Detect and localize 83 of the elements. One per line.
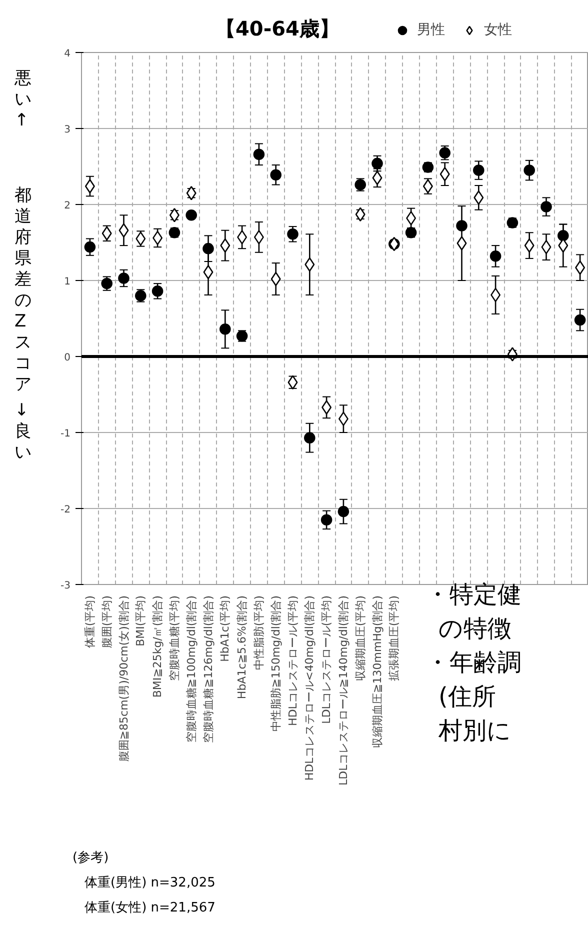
point [84, 179, 95, 194]
text: ↓良い [14, 400, 32, 462]
point [84, 241, 96, 253]
point [355, 207, 366, 222]
point [186, 186, 196, 200]
x-tick-label: 中性脂肪≧150mg/dl(割合) [269, 595, 282, 732]
point [322, 400, 332, 415]
point [558, 238, 568, 253]
point [220, 238, 230, 253]
point [456, 236, 467, 250]
y-tick-label: -2 [60, 504, 71, 516]
point [118, 223, 129, 238]
x-tick-label: 収縮期血圧≧130mmHg(割合) [370, 595, 384, 748]
point [254, 230, 264, 244]
x-tick-label: 中性脂肪(平均) [252, 595, 266, 670]
x-tick-label: LDLコレステロール(平均) [320, 596, 334, 724]
annotation: ・特定健 [426, 580, 522, 608]
point [169, 208, 180, 222]
text: 村別に [438, 716, 512, 744]
point [524, 164, 535, 176]
point [304, 432, 316, 444]
y-tick-label: -1 [60, 428, 71, 440]
text: 都道府県差のZスコア [14, 186, 32, 394]
point [575, 260, 586, 275]
point [540, 201, 552, 212]
point [186, 210, 197, 221]
y-tick-label: 4 [64, 48, 71, 60]
point [558, 230, 569, 242]
x-tick-label: 腹囲(平均) [100, 595, 114, 648]
text: 悪い↑ [14, 68, 32, 130]
point [220, 324, 231, 335]
x-tick-label: HDLコレステロール(平均) [286, 596, 300, 726]
x-tick-label: BMI≧25kg/㎡(割合) [151, 595, 164, 698]
point [253, 148, 265, 160]
x-tick-label: HbA1c≧5.6%(割合) [236, 595, 249, 700]
text: ・年齢調 [426, 648, 522, 676]
x-tick-label: 空腹時血糖(平均) [168, 595, 181, 682]
x-tick-label: HbA1c(平均) [218, 595, 232, 662]
point [237, 230, 248, 244]
y-tick-label: -3 [60, 580, 71, 592]
point [406, 211, 416, 226]
x-tick-label: HDLコレステロール<40mg/dl(割合) [303, 596, 316, 781]
point [270, 272, 281, 286]
point [574, 314, 586, 326]
point [152, 230, 163, 246]
text: 体重(女性) n=21,567 [84, 900, 216, 916]
point [541, 240, 552, 254]
x-tick-label: BMI(平均) [134, 595, 148, 646]
x-tick-label: LDLコレステロール≧140mg/dl(割合) [336, 595, 350, 786]
text: (参考) [72, 850, 109, 866]
point [202, 242, 214, 254]
text: (住所 [438, 682, 496, 710]
chart-title: 【40-64歳】 [216, 16, 340, 40]
x-tick-label: 収縮期血圧(平均) [354, 595, 367, 682]
text: 体重(男性) n=32,025 [84, 876, 216, 890]
y-tick-label: 0 [64, 352, 71, 364]
text: の特徴 [438, 614, 512, 642]
legend-label: 男性 [417, 21, 445, 39]
y-tick-label: 3 [64, 124, 71, 136]
point [270, 169, 282, 180]
point [524, 238, 534, 253]
y-tick-label: 1 [64, 276, 71, 288]
point [490, 288, 501, 302]
x-tick-label: 空腹時血糖≧100mg/dl(割合) [184, 595, 198, 743]
point [118, 272, 130, 284]
x-tick-label: 体重(平均) [83, 595, 96, 648]
x-tick-label: 拡張期血圧(平均) [388, 595, 401, 682]
point [440, 166, 450, 182]
point [474, 190, 484, 205]
x-tick-label: 腹囲≧85cm(男)/90cm(女)(割合) [117, 595, 130, 762]
point [287, 228, 298, 240]
point [320, 514, 332, 526]
x-tick-label: 空腹時血糖≧126mg/dl(割合) [202, 595, 215, 743]
point [456, 220, 468, 232]
point [338, 506, 350, 518]
legend-label: 女性 [484, 21, 512, 39]
point [152, 286, 164, 297]
y-tick-label: 2 [64, 200, 71, 212]
point [490, 250, 502, 262]
point [203, 264, 214, 280]
point [338, 412, 348, 426]
point [473, 164, 484, 176]
point [304, 257, 315, 272]
